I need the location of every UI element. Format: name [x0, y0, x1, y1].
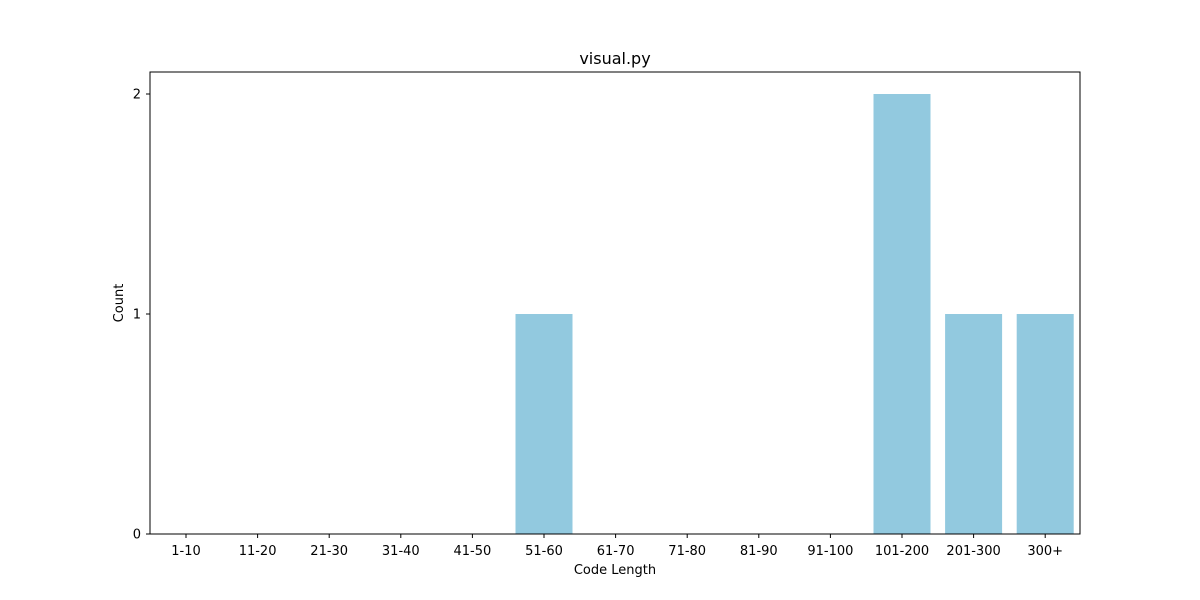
x-tick-label: 41-50: [454, 544, 492, 559]
x-tick-label: 91-100: [807, 544, 853, 559]
x-tick-label: 21-30: [310, 544, 348, 559]
bar-201-300: [945, 314, 1003, 534]
x-tick-label: 101-200: [875, 544, 929, 559]
y-tick-label: 0: [133, 528, 141, 543]
y-tick-label: 1: [133, 308, 141, 323]
x-tick-label: 51-60: [525, 544, 563, 559]
x-tick-label: 81-90: [740, 544, 778, 559]
x-tick-label: 300+: [1027, 544, 1063, 559]
bars-layer: [515, 94, 1074, 534]
y-tick-label: 2: [133, 88, 141, 103]
x-tick-label: 31-40: [382, 544, 420, 559]
y-axis: 0 1 2: [133, 88, 150, 543]
bar-300+: [1016, 314, 1074, 534]
x-tick-label: 61-70: [597, 544, 635, 559]
x-tick-label: 201-300: [946, 544, 1000, 559]
x-axis-label: Code Length: [574, 563, 656, 578]
x-tick-label: 1-10: [171, 544, 201, 559]
bar-101-200: [873, 94, 931, 534]
y-axis-label: Count: [112, 284, 127, 323]
bar-51-60: [515, 314, 573, 534]
x-tick-label: 11-20: [239, 544, 277, 559]
plot-frame: [149, 71, 1081, 535]
x-axis: 1-10 11-20 21-30 31-40 41-50 51-60 61-70 71-80 8…: [171, 534, 1063, 559]
chart-title: visual.py: [579, 49, 650, 68]
x-tick-label: 71-80: [668, 544, 706, 559]
